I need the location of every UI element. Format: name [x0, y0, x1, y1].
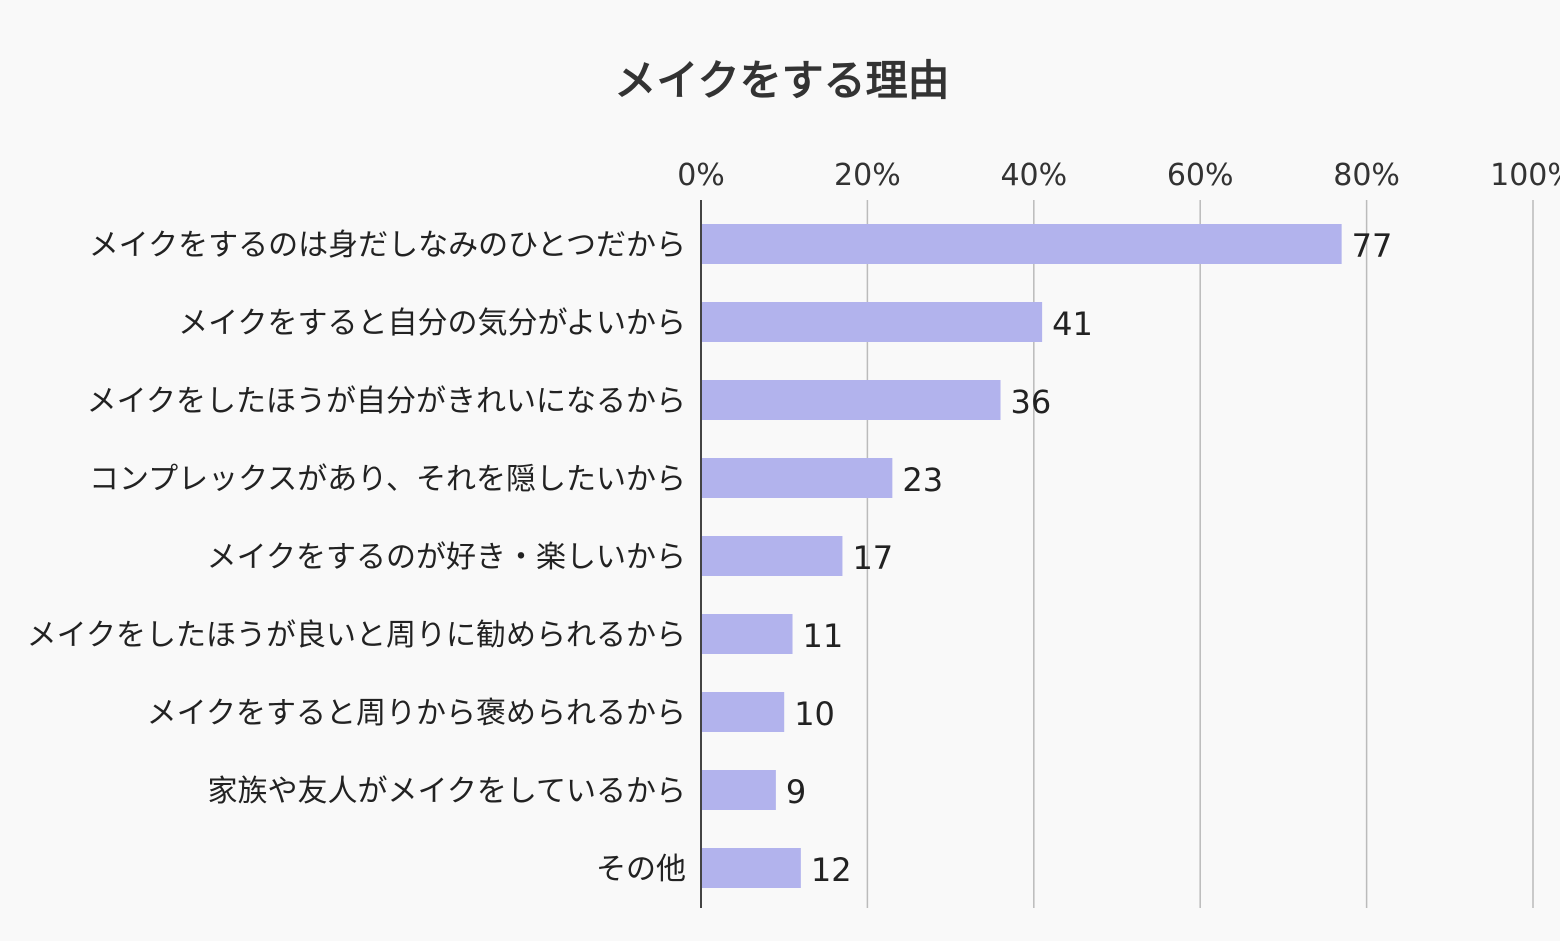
bar — [701, 302, 1043, 342]
category-label: メイクをするのが好き・楽しいから — [207, 540, 686, 575]
data-label: 11 — [803, 617, 844, 655]
data-label: 36 — [1011, 383, 1052, 421]
category-label: その他 — [596, 852, 686, 887]
x-tick-label: 40% — [1000, 158, 1067, 193]
category-label: メイクをすると自分の気分がよいから — [178, 306, 686, 341]
data-label: 12 — [811, 851, 852, 889]
data-label: 10 — [794, 695, 835, 733]
category-labels: メイクをするのは身だしなみのひとつだからメイクをすると自分の気分がよいからメイク… — [27, 228, 686, 887]
chart-title: メイクをする理由 — [614, 56, 949, 105]
category-label: メイクをしたほうが自分がきれいになるから — [87, 384, 686, 419]
x-tick-label: 100% — [1490, 158, 1560, 193]
bar — [701, 614, 793, 654]
category-label: コンプレックスがあり、それを隠したいから — [89, 462, 686, 497]
bar — [701, 770, 776, 810]
x-tick-label: 80% — [1333, 158, 1400, 193]
data-label: 23 — [902, 461, 943, 499]
data-label: 41 — [1052, 305, 1093, 343]
category-label: メイクをしたほうが良いと周りに勧められるから — [27, 618, 686, 653]
data-label: 77 — [1352, 227, 1393, 265]
category-label: メイクをするのは身だしなみのひとつだから — [89, 228, 686, 263]
category-label: メイクをすると周りから褒められるから — [147, 696, 686, 731]
x-tick-label: 20% — [834, 158, 901, 193]
bar — [701, 224, 1342, 264]
bar — [701, 380, 1001, 420]
bar — [701, 848, 801, 888]
category-label: 家族や友人がメイクをしているから — [208, 774, 687, 809]
data-labels: 77 41 36 23 17 11 10 9 12 — [786, 227, 1392, 889]
bar — [701, 536, 843, 576]
x-axis-ticks: 0% 20% 40% 60% 80% 100% — [677, 158, 1560, 193]
bar — [701, 458, 893, 498]
x-tick-label: 0% — [677, 158, 725, 193]
data-label: 9 — [786, 773, 806, 811]
data-label: 17 — [852, 539, 893, 577]
bar — [701, 692, 785, 732]
x-tick-label: 60% — [1167, 158, 1234, 193]
bars — [701, 224, 1342, 888]
